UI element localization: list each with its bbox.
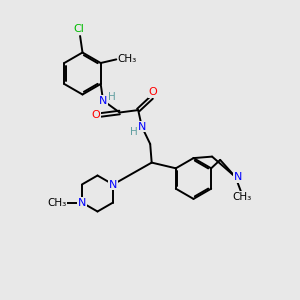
Text: Cl: Cl [73,24,84,34]
Text: N: N [99,95,107,106]
Text: N: N [138,122,146,132]
Text: H: H [108,92,116,102]
Text: O: O [149,87,158,97]
Text: N: N [109,179,117,190]
Text: N: N [78,197,86,208]
Text: O: O [91,110,100,120]
Text: N: N [234,172,242,182]
Text: CH₃: CH₃ [232,192,251,202]
Text: H: H [130,127,137,137]
Text: CH₃: CH₃ [117,54,136,64]
Text: CH₃: CH₃ [48,197,67,208]
